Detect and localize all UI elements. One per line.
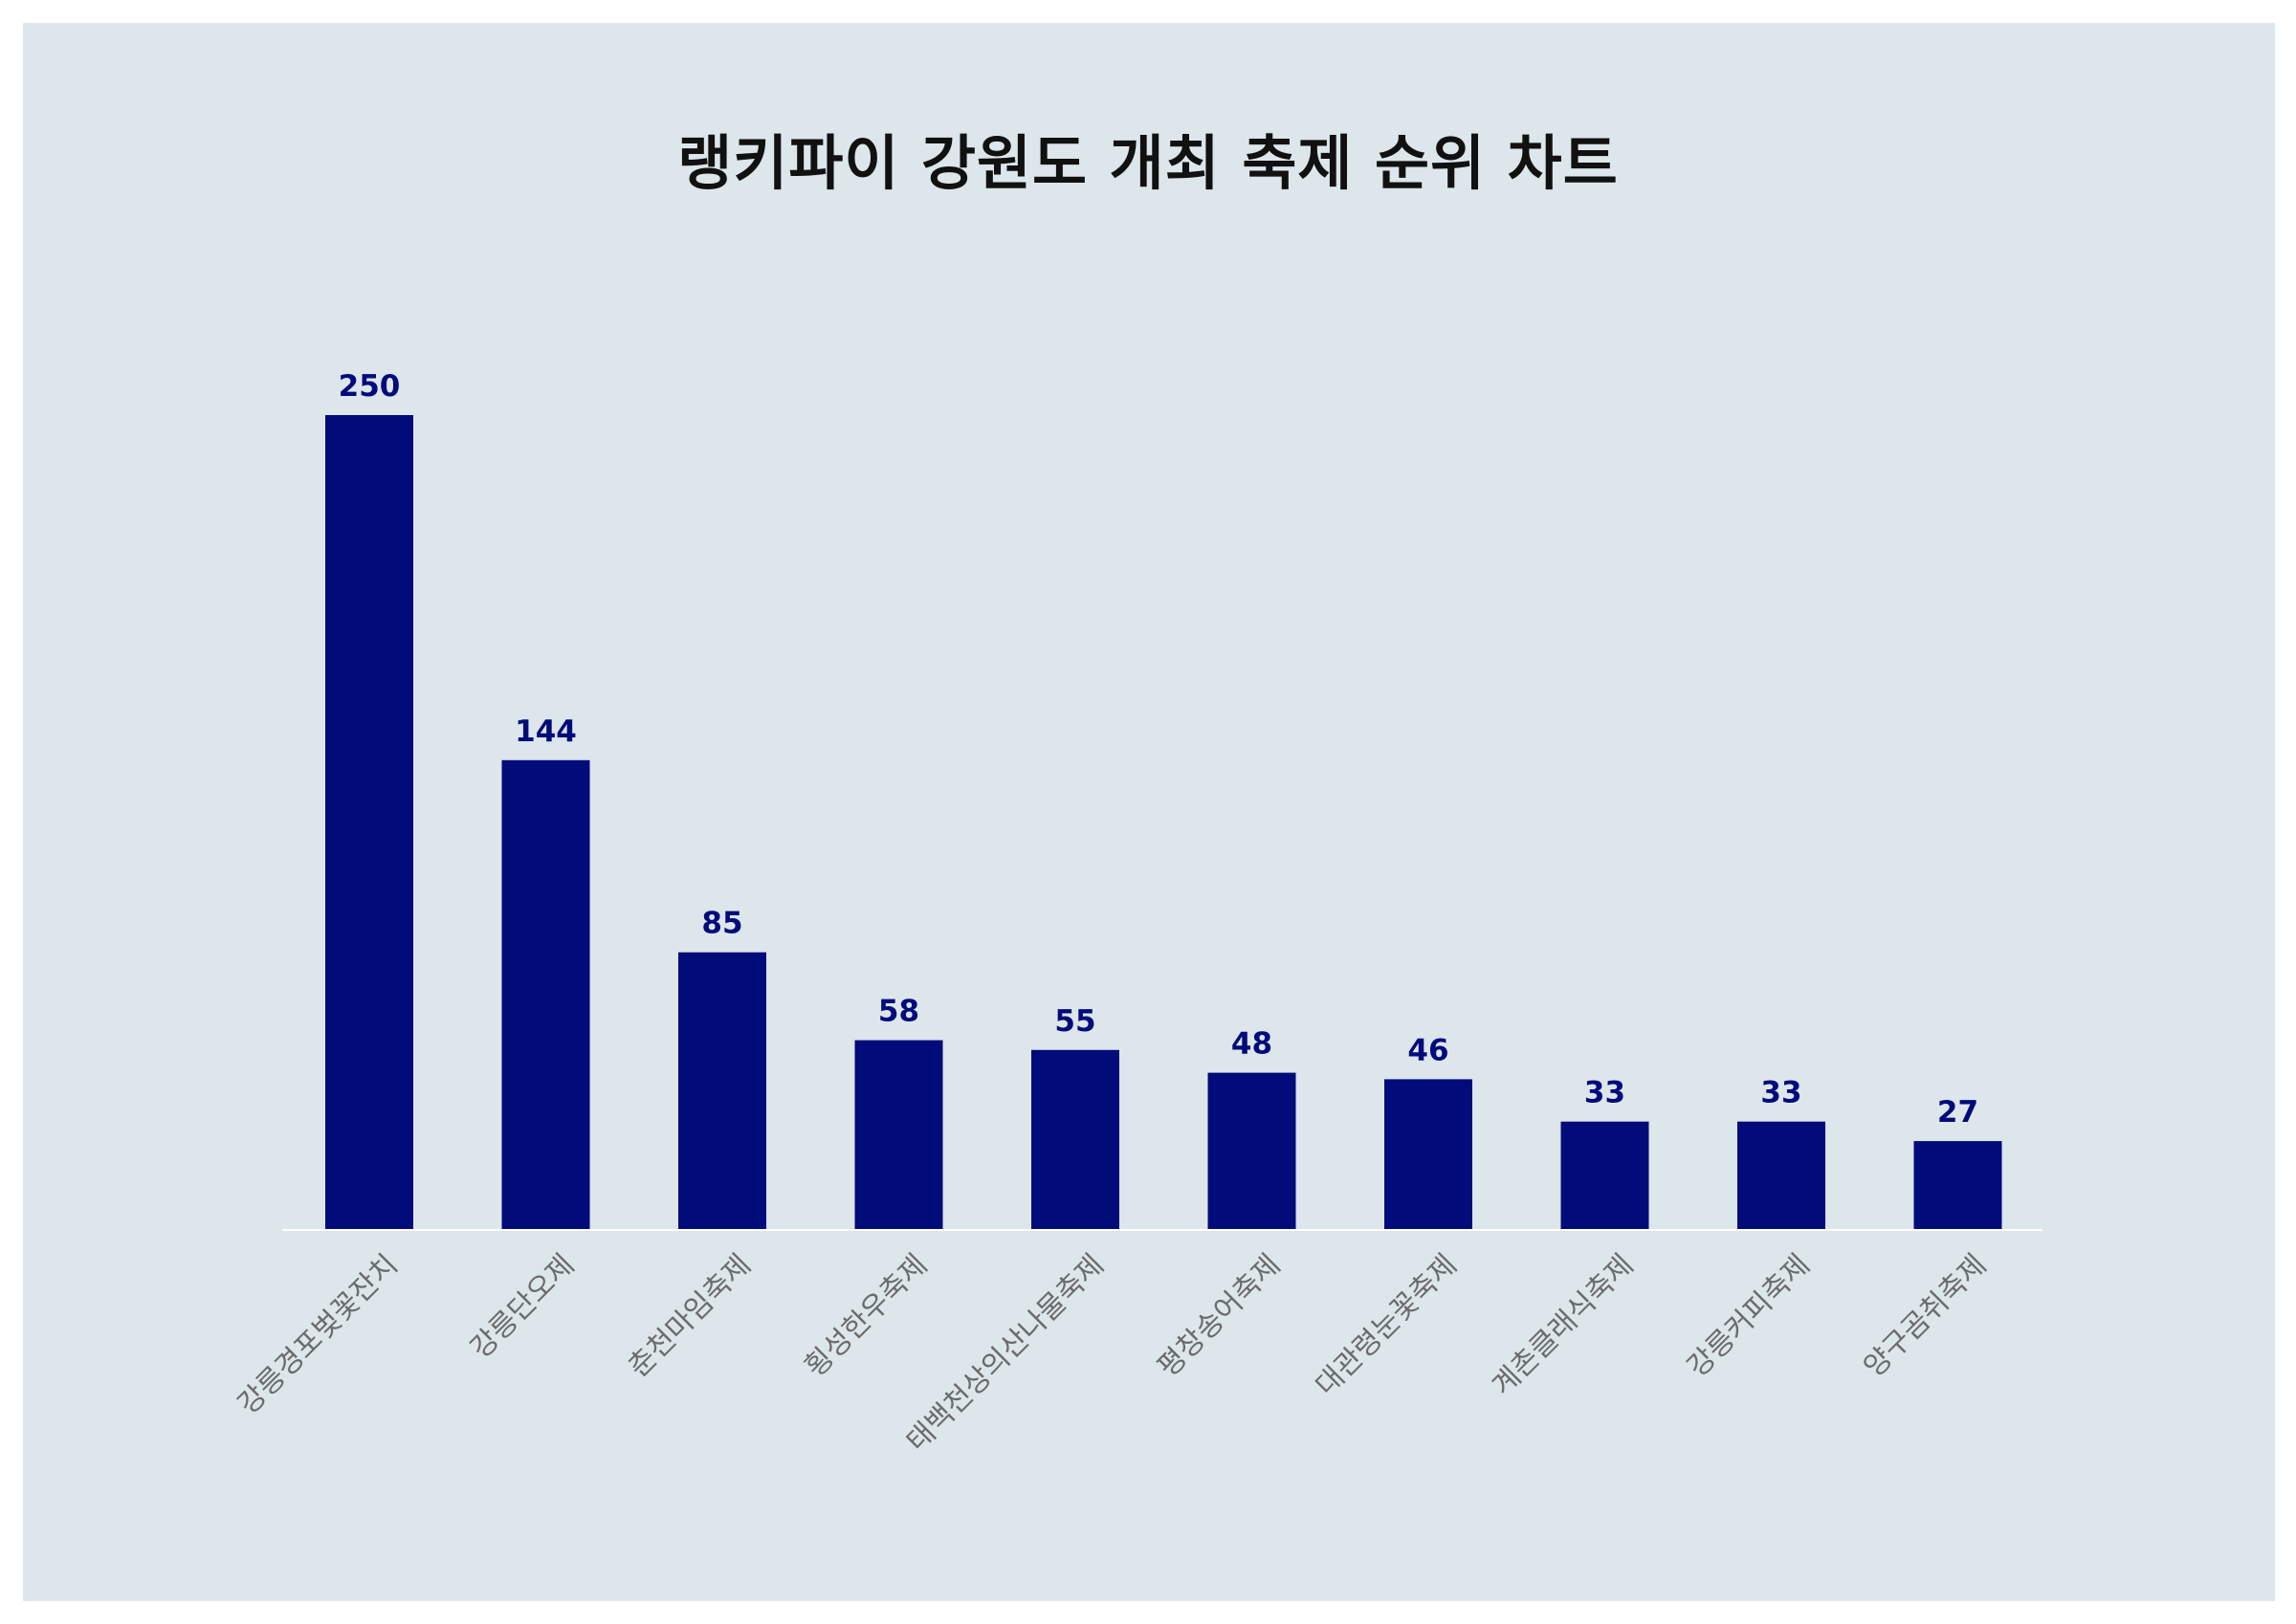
bar-2 [501,759,590,1229]
bar-8 [1560,1121,1649,1229]
x-tick-label-10: 양구곰취축제 [1858,1248,1994,1384]
data-label-1: 250 [339,369,401,404]
chart-title: 랭키파이 강원도 개최 축제 순위 차트 [677,128,1619,198]
x-tick-label-8: 계촌클래식축제 [1486,1248,1640,1402]
data-label-10: 27 [1937,1095,1978,1130]
data-label-3: 85 [701,907,742,941]
bars-group [325,415,2002,1229]
bar-4 [854,1040,943,1229]
x-tick-label-6: 평창송어축제 [1152,1248,1288,1384]
bar-9 [1737,1121,1825,1229]
x-tick-label-2: 강릉단오제 [464,1248,581,1365]
x-tick-label-4: 횡성한우축제 [799,1248,935,1384]
bar-3 [678,952,766,1229]
data-label-4: 58 [878,995,919,1029]
x-tick-label-1: 강릉경포벚꽃잔치 [232,1248,405,1421]
data-label-9: 33 [1760,1076,1801,1110]
data-label-6: 48 [1231,1027,1272,1062]
bar-1 [325,415,413,1229]
data-label-8: 33 [1584,1076,1625,1110]
data-label-7: 46 [1407,1033,1448,1067]
data-label-5: 55 [1054,1004,1095,1039]
x-tick-label-3: 춘천마임축제 [622,1248,758,1384]
bar-5 [1031,1049,1119,1229]
bar-10 [1913,1141,2002,1229]
bar-6 [1207,1072,1296,1229]
data-label-2: 144 [515,714,577,749]
data-labels-group: 250 144 85 58 55 48 46 33 33 27 [339,369,1978,1130]
bar-7 [1384,1079,1472,1229]
x-tick-label-5: 태백천상의산나물축제 [900,1248,1111,1459]
x-tick-label-7: 대관령눈꽃축제 [1310,1248,1464,1402]
x-tick-label-9: 강릉커피축제 [1681,1248,1817,1384]
